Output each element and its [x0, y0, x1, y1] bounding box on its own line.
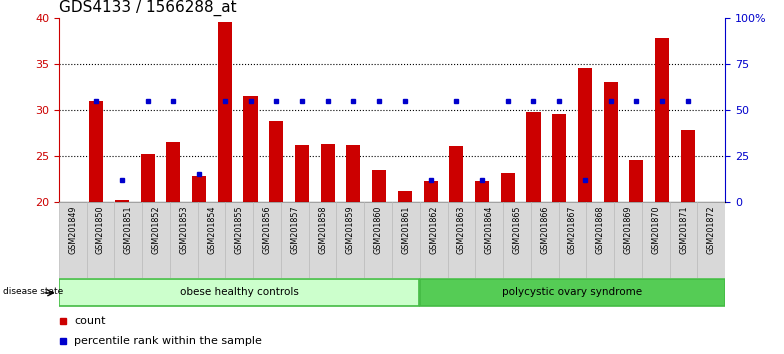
Bar — [253, 202, 281, 278]
Text: GSM201855: GSM201855 — [234, 206, 244, 254]
Bar — [531, 202, 558, 278]
Bar — [670, 202, 698, 278]
Bar — [244, 96, 258, 202]
Text: GSM201869: GSM201869 — [623, 206, 633, 254]
Text: GSM201850: GSM201850 — [96, 206, 105, 254]
Text: GSM201857: GSM201857 — [290, 206, 299, 254]
Bar — [347, 145, 361, 202]
Text: GSM201863: GSM201863 — [457, 206, 466, 254]
Bar — [448, 202, 475, 278]
Bar — [86, 202, 114, 278]
Text: GSM201856: GSM201856 — [263, 206, 271, 254]
Text: GSM201849: GSM201849 — [68, 206, 77, 254]
Bar — [586, 202, 614, 278]
Bar — [166, 142, 180, 202]
Bar — [392, 202, 419, 278]
Text: GSM201861: GSM201861 — [401, 206, 410, 254]
Text: disease state: disease state — [3, 287, 64, 296]
Bar — [655, 38, 670, 202]
Bar — [281, 202, 309, 278]
Text: GSM201871: GSM201871 — [679, 206, 688, 254]
Text: GSM201868: GSM201868 — [596, 206, 604, 254]
Bar — [558, 202, 586, 278]
Text: GSM201853: GSM201853 — [180, 206, 188, 254]
Bar — [89, 101, 103, 202]
Bar — [269, 121, 283, 202]
Bar — [309, 202, 336, 278]
Text: GSM201862: GSM201862 — [429, 206, 438, 254]
Text: GSM201852: GSM201852 — [151, 206, 161, 254]
Text: percentile rank within the sample: percentile rank within the sample — [74, 336, 263, 346]
Bar — [630, 160, 644, 202]
Bar — [114, 200, 129, 202]
Text: GSM201866: GSM201866 — [540, 206, 550, 254]
Bar — [114, 202, 142, 278]
Bar — [503, 202, 531, 278]
Text: GSM201872: GSM201872 — [707, 206, 716, 254]
Bar — [59, 202, 86, 278]
Bar — [698, 202, 725, 278]
Bar — [336, 202, 365, 278]
FancyBboxPatch shape — [420, 279, 724, 307]
Bar — [295, 145, 309, 202]
Bar — [218, 22, 232, 202]
Text: GSM201851: GSM201851 — [124, 206, 132, 254]
Bar — [642, 202, 670, 278]
Text: obese healthy controls: obese healthy controls — [180, 287, 299, 297]
FancyBboxPatch shape — [60, 279, 419, 307]
Bar — [142, 202, 170, 278]
Bar — [578, 68, 592, 202]
Text: GSM201858: GSM201858 — [318, 206, 327, 254]
Bar — [614, 202, 642, 278]
Bar — [226, 202, 253, 278]
Bar — [419, 202, 448, 278]
Bar — [526, 112, 540, 202]
Bar — [475, 202, 503, 278]
Bar — [449, 145, 463, 202]
Text: GSM201870: GSM201870 — [652, 206, 660, 254]
Bar — [321, 144, 335, 202]
Text: GSM201864: GSM201864 — [485, 206, 494, 254]
Text: GSM201854: GSM201854 — [207, 206, 216, 254]
Text: count: count — [74, 316, 106, 326]
Text: polycystic ovary syndrome: polycystic ovary syndrome — [503, 287, 643, 297]
Bar — [604, 82, 618, 202]
Bar — [397, 191, 412, 202]
Bar — [365, 202, 392, 278]
Bar — [475, 181, 489, 202]
Bar — [552, 114, 566, 202]
Text: GSM201860: GSM201860 — [374, 206, 383, 254]
Bar — [140, 154, 154, 202]
Bar — [198, 202, 226, 278]
Bar — [170, 202, 198, 278]
Text: GSM201859: GSM201859 — [346, 206, 355, 254]
Bar — [423, 181, 437, 202]
Text: GSM201865: GSM201865 — [513, 206, 521, 254]
Bar — [501, 173, 515, 202]
Bar — [372, 170, 387, 202]
Bar — [192, 176, 206, 202]
Text: GSM201867: GSM201867 — [568, 206, 577, 254]
Text: GDS4133 / 1566288_at: GDS4133 / 1566288_at — [59, 0, 237, 16]
Bar — [681, 130, 695, 202]
